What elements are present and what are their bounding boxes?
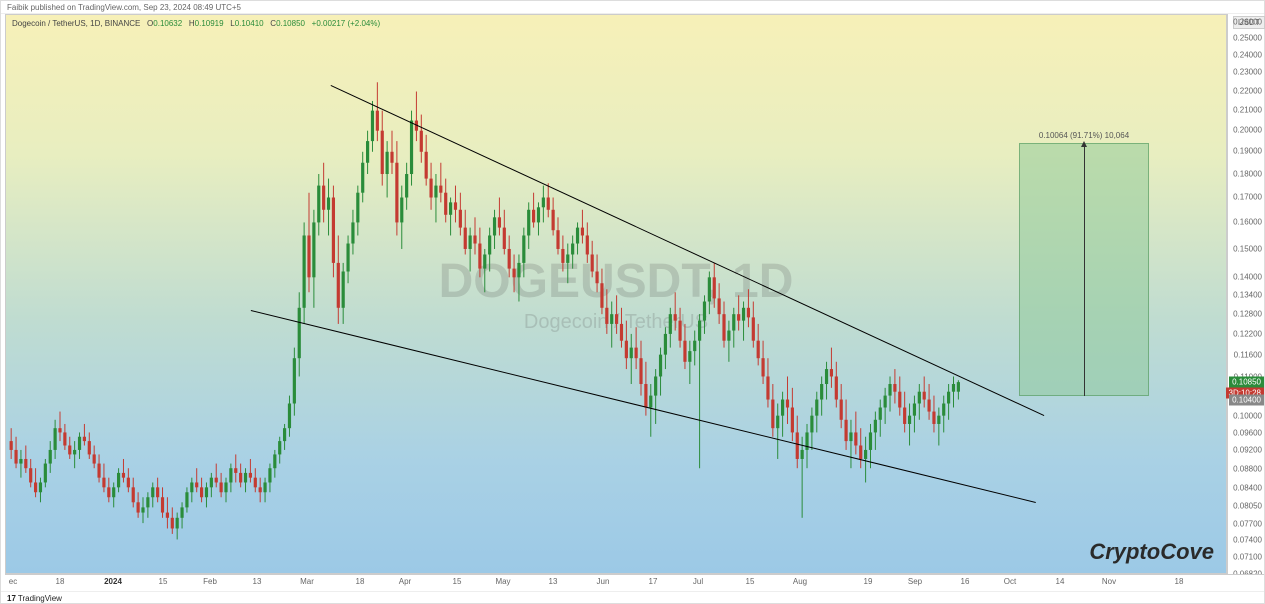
time-tick: Feb <box>203 577 217 586</box>
chart-container: Dogecoin / TetherUS, 1D, BINANCE O0.1063… <box>1 14 1264 591</box>
time-tick: 15 <box>746 577 755 586</box>
c-value: 0.10850 <box>276 19 305 28</box>
price-tick: 0.08400 <box>1233 484 1262 493</box>
price-tick: 0.23000 <box>1233 68 1262 77</box>
l-value: 0.10410 <box>235 19 264 28</box>
price-tick: 0.11600 <box>1234 350 1262 359</box>
price-tick: 0.19000 <box>1233 147 1262 156</box>
price-tag: 0.10400 <box>1229 394 1264 405</box>
time-tick: Nov <box>1102 577 1116 586</box>
time-tick: Aug <box>793 577 807 586</box>
price-tick: 0.26000 <box>1233 17 1262 26</box>
time-tick: 17 <box>649 577 658 586</box>
footer: 17 TradingView <box>1 591 1264 604</box>
price-tick: 0.18000 <box>1233 169 1262 178</box>
price-tick: 0.20000 <box>1233 126 1262 135</box>
time-tick: 19 <box>864 577 873 586</box>
time-tick: 15 <box>159 577 168 586</box>
time-tick: May <box>495 577 510 586</box>
price-tick: 0.22000 <box>1233 86 1262 95</box>
time-axis[interactable]: ec 18 2024 15 Feb 13 Mar 18 Apr 15 May 13 Jun 17 Jul 15… <box>5 574 1264 591</box>
time-tick: Jun <box>597 577 610 586</box>
time-tick: 15 <box>453 577 462 586</box>
footer-text: TradingView <box>18 594 62 603</box>
price-tag: 0.10850 <box>1229 377 1264 388</box>
price-tick: 0.17000 <box>1233 193 1262 202</box>
price-tick: 0.21000 <box>1233 105 1262 114</box>
time-tick: Oct <box>1004 577 1016 586</box>
chart-window: Faibik published on TradingView.com, Sep… <box>0 0 1265 604</box>
price-tick: 0.07700 <box>1233 519 1262 528</box>
price-tick: 0.08050 <box>1233 501 1262 510</box>
time-tick: 18 <box>356 577 365 586</box>
price-tick: 0.24000 <box>1233 50 1262 59</box>
time-tick: 18 <box>1175 577 1184 586</box>
price-tick: 0.13400 <box>1233 291 1262 300</box>
price-tick: 0.15000 <box>1233 244 1262 253</box>
price-tick: 0.09600 <box>1233 428 1262 437</box>
price-tick: 0.09200 <box>1233 446 1262 455</box>
time-tick: Apr <box>399 577 411 586</box>
price-tick: 0.16000 <box>1233 218 1262 227</box>
symbol-label: Dogecoin / TetherUS, 1D, BINANCE <box>12 19 140 28</box>
price-tick: 0.07100 <box>1233 553 1262 562</box>
candlestick-layer <box>6 15 1226 573</box>
tradingview-icon: 17 <box>7 594 16 603</box>
time-tick: 18 <box>56 577 65 586</box>
ohlc-legend: Dogecoin / TetherUS, 1D, BINANCE O0.1063… <box>12 19 380 28</box>
price-tick: 0.10000 <box>1233 412 1262 421</box>
price-tick: 0.08800 <box>1233 464 1262 473</box>
price-tick: 0.07400 <box>1233 536 1262 545</box>
time-tick: 13 <box>549 577 558 586</box>
change-value: +0.00217 (+2.04%) <box>312 19 381 28</box>
time-tick: 16 <box>961 577 970 586</box>
price-tick: 0.14000 <box>1233 273 1262 282</box>
price-tick: 0.25000 <box>1233 34 1262 43</box>
h-value: 0.10919 <box>195 19 224 28</box>
price-chart[interactable]: Dogecoin / TetherUS, 1D, BINANCE O0.1063… <box>5 14 1227 574</box>
time-tick: 14 <box>1056 577 1065 586</box>
time-tick: Mar <box>300 577 314 586</box>
price-tick: 0.12800 <box>1233 310 1262 319</box>
publish-header: Faibik published on TradingView.com, Sep… <box>1 1 1264 14</box>
brand-watermark: CryptoCove <box>1089 539 1214 565</box>
price-tick: 0.12200 <box>1233 330 1262 339</box>
time-tick: Jul <box>693 577 703 586</box>
time-tick: ec <box>9 577 17 586</box>
o-value: 0.10632 <box>153 19 182 28</box>
time-tick: Sep <box>908 577 922 586</box>
publish-text: Faibik published on TradingView.com, Sep… <box>7 3 241 12</box>
price-axis[interactable]: USDT 0.260000.250000.240000.230000.22000… <box>1227 14 1264 574</box>
time-tick: 2024 <box>104 577 122 586</box>
time-tick: 13 <box>253 577 262 586</box>
